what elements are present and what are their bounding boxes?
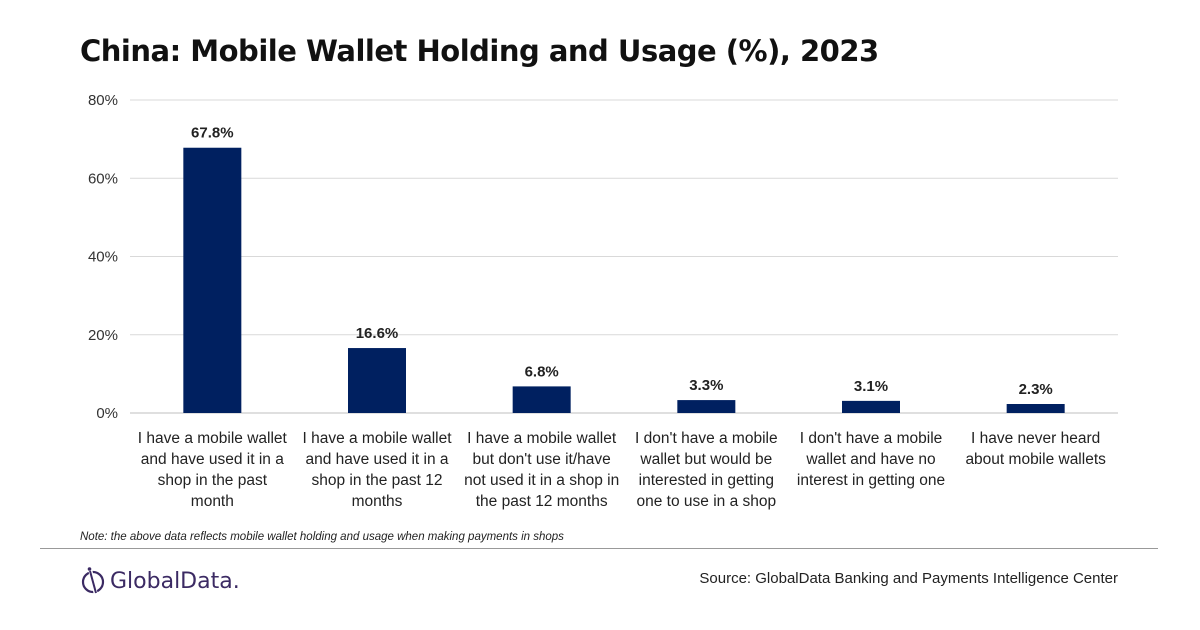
x-tick-label: I have a mobile wallet but don't use it/h… xyxy=(464,430,619,510)
bar xyxy=(348,348,406,413)
data-label: 6.8% xyxy=(525,363,559,380)
x-tick-label-line: I don't have a mobile xyxy=(800,430,943,447)
data-label: 67.8% xyxy=(191,125,234,142)
x-tick-label-line: about mobile wallets xyxy=(965,451,1106,468)
x-tick-label-line: I have a mobile wallet xyxy=(138,430,288,447)
x-tick-label-line: and have used it in a xyxy=(305,451,448,468)
y-tick-label: 0% xyxy=(96,405,118,422)
x-tick-label-line: months xyxy=(352,493,403,510)
x-tick-label-line: wallet but would be xyxy=(639,451,772,468)
bar-chart: 0% 20% 40% 60% 80% 67.8% I have a mobile walle… xyxy=(88,92,1118,510)
x-tick-label: I have a mobile wallet and have used it i… xyxy=(302,430,452,510)
y-tick-label: 20% xyxy=(88,327,118,344)
bar xyxy=(1006,404,1065,413)
bar xyxy=(183,147,242,414)
bar xyxy=(842,400,900,413)
x-tick-label-line: I don't have a mobile xyxy=(635,430,778,447)
x-tick-label-line: but don't use it/have xyxy=(473,451,611,468)
x-tick-label-line: month xyxy=(191,493,234,510)
x-tick-label-line: and have used it in a xyxy=(141,451,284,468)
data-label: 16.6% xyxy=(356,325,399,342)
x-tick-label-line: one to use in a shop xyxy=(637,493,777,510)
x-tick-label: I don't have a mobile wallet but would be… xyxy=(635,430,778,510)
chart-title: China: Mobile Wallet Holding and Usage (… xyxy=(80,34,879,68)
x-tick-label-line: I have a mobile wallet xyxy=(302,430,452,447)
x-tick-label-line: interest in getting one xyxy=(797,472,945,489)
x-tick-label-line: I have a mobile wallet xyxy=(467,430,617,447)
x-tick-label-line: the past 12 months xyxy=(476,493,608,510)
x-tick-label: I have never heard about mobile wallets xyxy=(965,430,1106,468)
bar xyxy=(512,386,571,413)
globaldata-logo-icon xyxy=(81,567,105,596)
x-tick-label-line: not used it in a shop in xyxy=(464,472,619,489)
chart-note: Note: the above data reflects mobile wal… xyxy=(80,531,564,543)
x-tick-label-line: shop in the past xyxy=(158,472,268,489)
y-tick-label: 80% xyxy=(88,92,118,109)
divider xyxy=(40,548,1158,549)
data-label: 3.3% xyxy=(689,377,723,394)
x-tick-label-line: interested in getting xyxy=(639,472,774,489)
x-tick-label: I have a mobile wallet and have used it i… xyxy=(138,430,288,510)
source-text: Source: GlobalData Banking and Payments … xyxy=(699,570,1118,587)
y-tick-label: 60% xyxy=(88,170,118,187)
x-tick-label-line: wallet and have no xyxy=(805,451,935,468)
logo-text: GlobalData. xyxy=(110,568,240,594)
x-tick-label-line: shop in the past 12 xyxy=(312,472,443,489)
y-tick-label: 40% xyxy=(88,249,118,266)
x-tick-label-line: I have never heard xyxy=(971,430,1100,447)
data-label: 2.3% xyxy=(1019,381,1053,398)
bar xyxy=(677,400,736,413)
data-label: 3.1% xyxy=(854,378,888,395)
x-tick-label: I don't have a mobile wallet and have no i… xyxy=(797,430,945,489)
globaldata-logo: GlobalData. xyxy=(80,566,240,596)
